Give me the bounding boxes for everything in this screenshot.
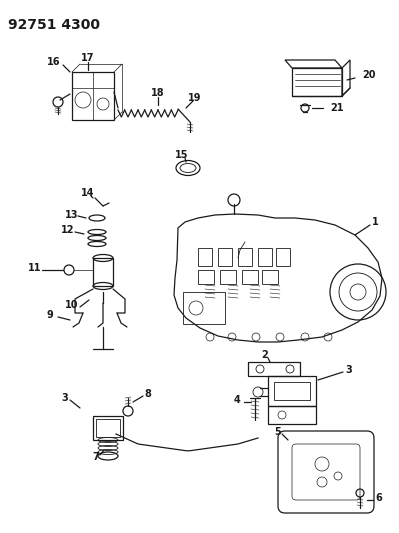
- Bar: [72, 72, 114, 120]
- Bar: [262, 270, 278, 284]
- Text: 15: 15: [175, 150, 189, 160]
- Text: 9: 9: [47, 310, 53, 320]
- Text: 1: 1: [372, 217, 379, 227]
- Bar: [242, 270, 258, 284]
- Text: 14: 14: [81, 188, 95, 198]
- Bar: [183, 292, 225, 324]
- Text: 19: 19: [188, 93, 202, 103]
- Text: 18: 18: [151, 88, 165, 98]
- Text: 7: 7: [93, 452, 99, 462]
- Text: 3: 3: [345, 365, 352, 375]
- Bar: [96, 419, 120, 437]
- Text: 21: 21: [330, 103, 344, 113]
- Bar: [238, 248, 252, 266]
- Bar: [93, 258, 113, 286]
- Bar: [248, 362, 300, 376]
- Text: 4: 4: [234, 395, 240, 405]
- Text: 17: 17: [81, 53, 95, 63]
- Text: 12: 12: [61, 225, 75, 235]
- Bar: [268, 406, 316, 424]
- Text: 6: 6: [375, 493, 382, 503]
- Bar: [276, 248, 290, 266]
- Bar: [218, 248, 232, 266]
- Text: 13: 13: [65, 210, 79, 220]
- Bar: [268, 376, 316, 406]
- Text: 3: 3: [61, 393, 68, 403]
- Text: 2: 2: [262, 350, 269, 360]
- Bar: [274, 382, 310, 400]
- Text: 8: 8: [144, 389, 152, 399]
- Bar: [220, 270, 236, 284]
- Text: 5: 5: [275, 427, 281, 437]
- Text: 10: 10: [65, 300, 79, 310]
- Text: 92751 4300: 92751 4300: [8, 18, 100, 32]
- Text: 11: 11: [28, 263, 42, 273]
- Bar: [198, 248, 212, 266]
- Text: 20: 20: [362, 70, 375, 80]
- Bar: [292, 68, 342, 96]
- Text: 16: 16: [47, 57, 60, 67]
- Bar: [198, 270, 214, 284]
- Bar: [258, 248, 272, 266]
- Bar: [93, 416, 123, 440]
